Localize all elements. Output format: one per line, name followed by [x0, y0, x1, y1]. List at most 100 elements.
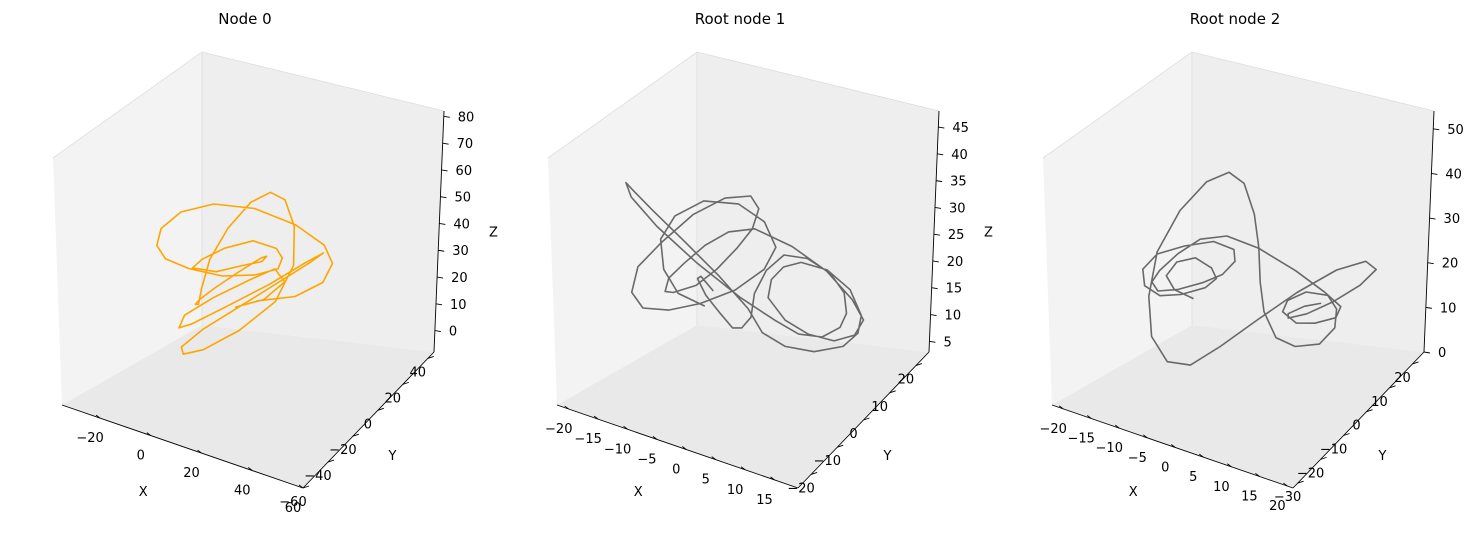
z-tick-mark	[441, 169, 448, 172]
x-tick-mark	[1227, 463, 1232, 468]
x-tick-mark	[770, 476, 775, 481]
z-tick-label: 30	[1444, 212, 1461, 227]
x-tick-label: −10	[1096, 441, 1123, 456]
y-tick-mark	[863, 417, 870, 421]
y-axis-label: Y	[388, 449, 397, 464]
y-tick-label: 20	[1394, 371, 1411, 386]
x-tick-mark	[740, 466, 746, 471]
x-tick-label: 0	[137, 449, 145, 464]
z-tick-mark	[1431, 173, 1438, 175]
back-pane	[697, 52, 939, 352]
x-axis-label: X	[1129, 485, 1138, 500]
z-tick-label: 20	[451, 271, 468, 286]
x-tick-label: −15	[574, 432, 601, 447]
x-axis-line	[1051, 404, 1294, 489]
y-tick-mark	[1297, 480, 1304, 484]
y-tick-mark	[427, 356, 434, 359]
z-tick-label: 50	[454, 191, 471, 206]
z-tick-label: 40	[951, 148, 968, 163]
y-axis-line	[302, 351, 435, 489]
x-tick-mark	[95, 414, 101, 419]
panel-root-node-1: Root node 1 −20−15−10−5051015−20−1001020…	[545, 10, 993, 508]
y-tick-label: −10	[1320, 443, 1347, 458]
z-tick-label: 5	[943, 335, 951, 350]
y-tick-mark	[327, 459, 335, 463]
z-tick-mark	[438, 249, 445, 252]
x-tick-mark	[564, 405, 570, 410]
y-tick-mark	[810, 471, 818, 475]
panel-node-0: Node 0 −200204060−60−40−2002040010203040…	[52, 10, 498, 516]
side-pane	[53, 52, 202, 405]
x-tick-mark	[711, 456, 716, 461]
y-tick-mark	[402, 381, 409, 385]
x-tick-mark	[1086, 415, 1092, 419]
y-tick-label: −20	[329, 443, 356, 458]
z-tick-label: 10	[450, 298, 467, 313]
y-tick-label: 40	[409, 365, 426, 380]
z-tick-mark	[930, 314, 937, 316]
x-tick-label: −15	[1068, 432, 1095, 447]
x-tick-label: 10	[1213, 480, 1230, 495]
panel-title: Node 0	[218, 10, 271, 28]
z-tick-label: 15	[946, 282, 963, 297]
x-tick-label: 20	[183, 466, 200, 481]
side-pane	[1043, 52, 1192, 405]
z-tick-mark	[1429, 217, 1436, 220]
x-tick-mark	[593, 415, 599, 420]
z-tick-label: 0	[449, 325, 457, 340]
x-tick-label: 15	[756, 493, 773, 508]
z-tick-mark	[931, 287, 938, 290]
y-tick-mark	[1343, 433, 1350, 436]
y-tick-mark	[377, 407, 384, 411]
y-tick-label: 0	[849, 427, 857, 442]
y-tick-mark	[1412, 361, 1419, 365]
x-axis-label: X	[634, 485, 643, 500]
x-tick-mark	[146, 432, 152, 436]
y-tick-mark	[302, 485, 310, 489]
y-tick-label: −10	[814, 454, 841, 469]
x-tick-label: 0	[1161, 460, 1169, 475]
z-tick-label: 40	[1445, 167, 1462, 182]
back-pane	[202, 52, 444, 352]
x-tick-mark	[298, 484, 304, 489]
z-tick-mark	[937, 153, 944, 156]
x-tick-label: −10	[604, 442, 631, 457]
z-tick-label: 45	[952, 121, 969, 136]
x-tick-mark	[1255, 473, 1260, 477]
z-tick-mark	[1433, 128, 1440, 131]
x-tick-label: −20	[1039, 422, 1066, 437]
back-pane	[1192, 52, 1434, 352]
z-tick-mark	[933, 233, 940, 236]
z-tick-mark	[938, 126, 945, 129]
y-tick-mark	[915, 363, 923, 367]
x-tick-mark	[1171, 444, 1176, 448]
x-tick-label: −5	[1128, 451, 1147, 466]
z-tick-mark	[435, 303, 443, 306]
z-tick-label: 10	[1440, 301, 1457, 316]
x-tick-label: −20	[545, 422, 572, 437]
y-tick-label: 20	[385, 391, 402, 406]
z-tick-mark	[434, 330, 441, 333]
trajectory-line	[1142, 171, 1377, 366]
z-tick-label: 10	[945, 309, 962, 324]
panel-title: Root node 2	[1190, 10, 1281, 28]
trajectory-line	[625, 181, 865, 353]
z-tick-label: 50	[1447, 123, 1464, 138]
floor-pane	[62, 325, 434, 488]
z-tick-label: 70	[457, 137, 474, 152]
y-tick-label: −20	[787, 481, 814, 496]
z-tick-mark	[1425, 306, 1432, 309]
y-tick-label: 10	[1371, 395, 1388, 410]
x-tick-label: 15	[1241, 489, 1258, 504]
x-tick-label: 10	[727, 483, 744, 498]
z-tick-label: 40	[453, 217, 470, 232]
x-tick-mark	[1199, 453, 1204, 458]
y-tick-label: 10	[871, 400, 888, 415]
panel-root-node-2: Root node 2 −20−15−10−505101520−30−20−10…	[1039, 10, 1464, 514]
z-tick-mark	[443, 115, 450, 118]
z-axis-line	[928, 110, 940, 353]
x-tick-label: 5	[702, 473, 710, 488]
z-tick-mark	[439, 223, 446, 225]
x-tick-mark	[1058, 405, 1064, 410]
